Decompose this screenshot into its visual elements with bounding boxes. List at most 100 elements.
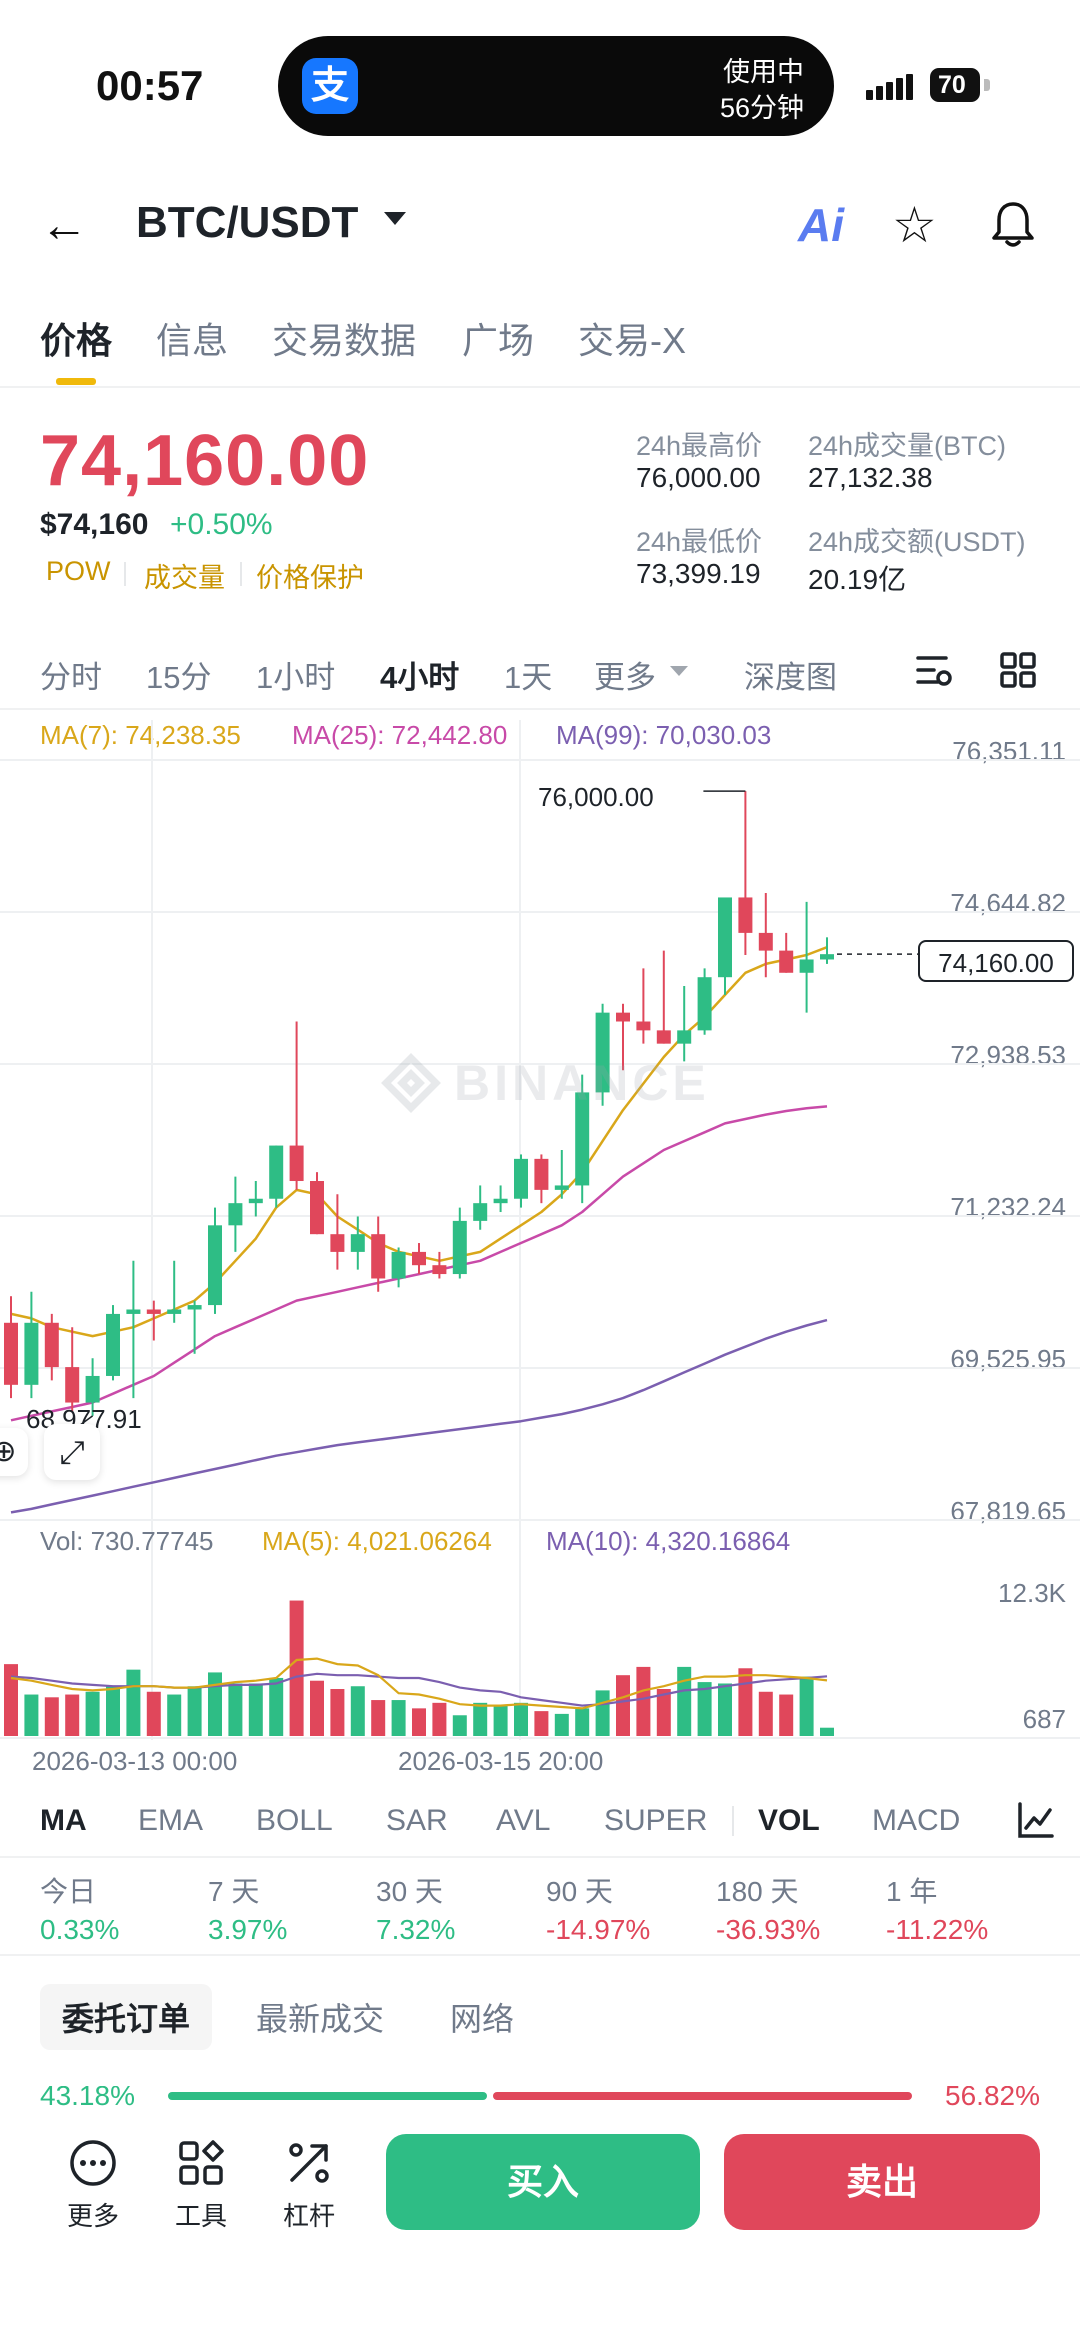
volume-bar xyxy=(350,1686,365,1736)
alipay-icon: 支 xyxy=(302,58,358,114)
candle-body xyxy=(697,977,712,1031)
divider xyxy=(0,386,1080,388)
candle-body xyxy=(636,1021,651,1031)
vol-usdt-label: 24h成交额(USDT) xyxy=(808,527,1026,557)
tab-trade-x[interactable]: 交易-X xyxy=(578,320,687,361)
volume-bar xyxy=(616,1675,630,1736)
more-dots-icon[interactable] xyxy=(68,2138,118,2188)
notification-bell-icon[interactable] xyxy=(990,200,1036,250)
price-change: +0.50% xyxy=(170,508,273,541)
binance-watermark: BINANCE xyxy=(454,1055,710,1111)
indicator-super[interactable]: SUPER xyxy=(604,1804,708,1837)
depth-buy-pct: 43.18% xyxy=(40,2086,135,2106)
candle-body xyxy=(616,1012,630,1022)
more-label[interactable]: 更多 xyxy=(66,2201,119,2231)
tag-pow[interactable]: POW xyxy=(46,556,111,586)
tag-volume[interactable]: 成交量 xyxy=(144,563,225,593)
chart-settings-icon[interactable] xyxy=(914,650,954,690)
depth-ratio-row: 43.18% 56.82% xyxy=(0,2086,1080,2106)
depth-buy-bar xyxy=(168,2092,487,2100)
interval-4h[interactable]: 4小时 xyxy=(380,660,460,695)
candle-body xyxy=(65,1367,80,1403)
binance-logo-icon xyxy=(381,1053,441,1113)
layout-grid-icon[interactable] xyxy=(998,650,1038,690)
indicator-divider xyxy=(732,1806,734,1836)
divider xyxy=(0,1856,1080,1858)
volume-bar xyxy=(473,1702,488,1736)
vol-axis-tick: 687 xyxy=(1022,1704,1066,1734)
perf-value: 7.32% xyxy=(376,1914,456,1945)
battery-icon: 70 xyxy=(930,68,980,102)
low-24h-label: 24h最低价 xyxy=(636,527,763,557)
signal-icon xyxy=(866,74,916,100)
leverage-label[interactable]: 杠杆 xyxy=(282,2201,335,2231)
indicator-avl[interactable]: AVL xyxy=(496,1804,551,1837)
high-24h-label: 24h最高价 xyxy=(636,431,763,461)
favorite-star-icon[interactable]: ☆ xyxy=(892,197,937,253)
vol-btc-value: 27,132.38 xyxy=(808,462,933,493)
leverage-icon[interactable] xyxy=(284,2138,334,2188)
indicator-boll[interactable]: BOLL xyxy=(256,1804,333,1837)
vol-ma5-legend: MA(5): 4,021.06264 xyxy=(262,1526,492,1556)
perf-value: -36.93% xyxy=(716,1914,821,1945)
candle-body xyxy=(554,1185,569,1190)
interval-more[interactable]: 更多 xyxy=(594,660,656,695)
vol-ma10-legend: MA(10): 4,320.16864 xyxy=(546,1526,791,1556)
candle-body xyxy=(391,1251,406,1279)
candle-body xyxy=(412,1251,426,1266)
tools-label[interactable]: 工具 xyxy=(174,2201,227,2231)
volume-bar xyxy=(310,1680,324,1736)
candle-body xyxy=(350,1234,365,1252)
indicator-ma[interactable]: MA xyxy=(40,1804,87,1837)
interval-15m[interactable]: 15分 xyxy=(146,660,212,695)
volume-bar xyxy=(738,1668,753,1736)
tools-icon[interactable] xyxy=(176,2138,226,2188)
indicator-macd[interactable]: MACD xyxy=(872,1804,961,1837)
tab-recent-trades[interactable]: 最新成交 xyxy=(256,2001,385,2037)
buy-button[interactable]: 买入 xyxy=(386,2134,700,2230)
volume-bar xyxy=(493,1705,508,1736)
volume-bar xyxy=(208,1672,222,1736)
candlestick-chart[interactable] xyxy=(0,0,1080,1760)
tag-price-protection[interactable]: 价格保护 xyxy=(256,563,364,593)
candle-body xyxy=(4,1322,18,1385)
depth-chart-tab[interactable]: 深度图 xyxy=(744,660,837,695)
interval-1d[interactable]: 1天 xyxy=(504,660,553,695)
tab-info[interactable]: 信息 xyxy=(156,320,229,361)
candle-body xyxy=(85,1375,100,1403)
interval-timeline[interactable]: 分时 xyxy=(40,660,102,695)
volume-bar xyxy=(44,1697,59,1736)
pair-selector[interactable]: BTC/USDT xyxy=(136,198,359,247)
indicator-ema[interactable]: EMA xyxy=(138,1804,204,1837)
dynamic-island[interactable]: 支 使用中 56分钟 xyxy=(278,36,834,136)
clock: 00:57 xyxy=(96,62,204,109)
tab-square[interactable]: 广场 xyxy=(462,320,535,361)
crosshair-icon[interactable]: ⊕ xyxy=(0,1428,28,1476)
indicator-vol[interactable]: VOL xyxy=(758,1804,820,1837)
sell-button[interactable]: 卖出 xyxy=(724,2134,1040,2230)
date-label: 2026-03-15 20:00 xyxy=(398,1746,604,1776)
volume-bar xyxy=(575,1708,590,1736)
pair-dropdown-caret-icon[interactable] xyxy=(384,212,406,225)
back-arrow-icon[interactable]: ← xyxy=(40,199,88,252)
perf-value: 0.33% xyxy=(40,1914,120,1945)
volume-bar xyxy=(554,1713,569,1736)
ai-assistant-icon[interactable]: Ai xyxy=(798,199,844,251)
candle-body xyxy=(820,954,834,960)
indicator-settings-icon[interactable] xyxy=(1016,1800,1056,1840)
volume-bar xyxy=(799,1676,814,1736)
volume-bar xyxy=(167,1694,182,1736)
candle-body xyxy=(269,1145,284,1199)
interval-1h[interactable]: 1小时 xyxy=(256,660,336,695)
more-caret-icon[interactable] xyxy=(670,666,688,676)
candle-body xyxy=(228,1203,243,1226)
tab-price[interactable]: 价格 xyxy=(40,320,113,361)
tab-order-book[interactable]: 委托订单 xyxy=(40,1984,213,2050)
fullscreen-expand-icon[interactable]: ⤢ xyxy=(44,1424,100,1480)
tab-network[interactable]: 网络 xyxy=(450,2001,515,2037)
perf-label: 30 天 xyxy=(376,1876,443,1907)
volume-bar xyxy=(779,1694,794,1736)
indicator-sar[interactable]: SAR xyxy=(386,1804,448,1837)
volume-bar xyxy=(85,1691,100,1736)
tab-trading-data[interactable]: 交易数据 xyxy=(272,320,417,361)
